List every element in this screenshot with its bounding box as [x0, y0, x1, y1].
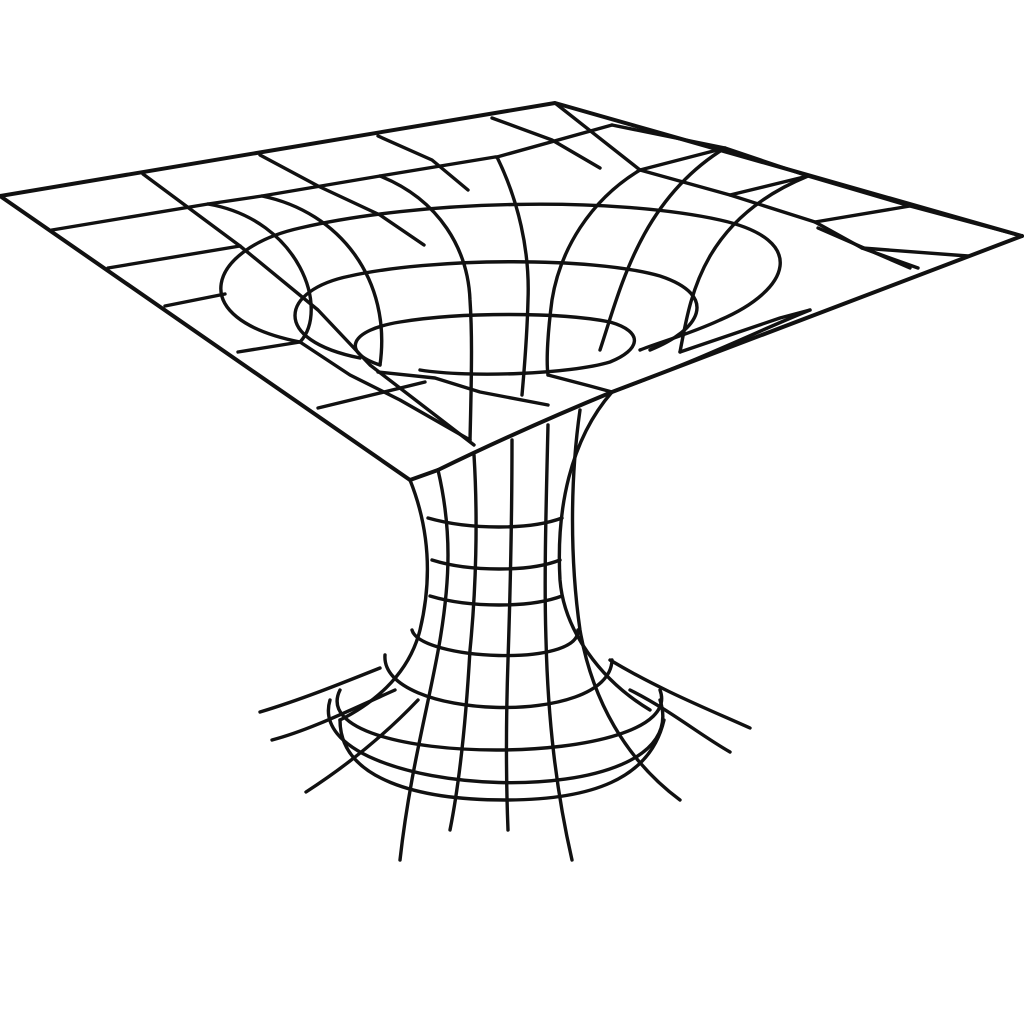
grid-row-5b: [860, 246, 970, 258]
sheet-left-edge: [0, 194, 412, 482]
grid-row-2b: [638, 146, 727, 172]
grid-row-2: [106, 244, 242, 270]
sheet-back-edge: [0, 101, 1024, 238]
throat-left-edge: [338, 478, 430, 722]
funnel-rim-1: [219, 202, 782, 352]
grid-row-3: [163, 292, 227, 308]
grid-col-11: [816, 226, 912, 270]
grid-col-1: [141, 172, 476, 447]
grid-col-8: [376, 370, 550, 407]
funnel-meridian-4: [545, 168, 642, 377]
flare-leg-1: [258, 666, 382, 714]
grid-row-4b: [813, 204, 912, 224]
funnel-ring-3: [353, 312, 637, 376]
grid-row-3b: [728, 174, 810, 197]
funnel-meridian-7: [206, 202, 313, 344]
throat-meridian-4: [543, 423, 574, 862]
throat-ring-5: [383, 653, 614, 710]
throat-ring-6: [335, 688, 664, 752]
funnel-flare: [258, 658, 752, 794]
throat-ring-4: [410, 628, 580, 658]
throat-ring-8: [338, 718, 666, 802]
grid-col-3: [376, 134, 470, 192]
throat-ring-2: [430, 558, 562, 571]
sheet-right-edge: [436, 234, 1024, 472]
sheet-front-edge: [408, 468, 440, 482]
throat-meridian-1: [398, 468, 450, 862]
grid-col-5: [553, 101, 920, 270]
flare-leg-2: [270, 688, 397, 742]
grid-col-2: [258, 153, 426, 247]
sheet-grid: [50, 101, 1024, 447]
throat-meridian-2: [448, 453, 478, 832]
grid-row-4: [236, 340, 302, 354]
funnel-meridian-2: [378, 174, 474, 442]
funnel-meridian-5: [598, 146, 727, 352]
funnel-upper: [206, 146, 812, 442]
throat-ring-1: [426, 516, 564, 529]
flare-leg-3: [304, 698, 420, 794]
flare-leg-5: [628, 688, 732, 754]
funnel-meridian-1: [260, 194, 384, 367]
grid-row-5: [316, 380, 427, 410]
grid-col-9: [546, 373, 614, 394]
funnel-meridian-6: [678, 174, 810, 354]
funnel-ring-2: [293, 260, 699, 360]
throat-ring-7: [326, 698, 665, 785]
throat-ring-3: [428, 594, 564, 607]
sheet-outline: [0, 101, 1024, 482]
grid-col-7: [298, 340, 472, 442]
grid-col-4: [490, 116, 602, 170]
funnel-meridian-8: [610, 308, 812, 394]
funnel-meridian-3: [495, 155, 530, 397]
throat-meridian-3: [504, 438, 514, 832]
flare-leg-4: [608, 658, 752, 730]
